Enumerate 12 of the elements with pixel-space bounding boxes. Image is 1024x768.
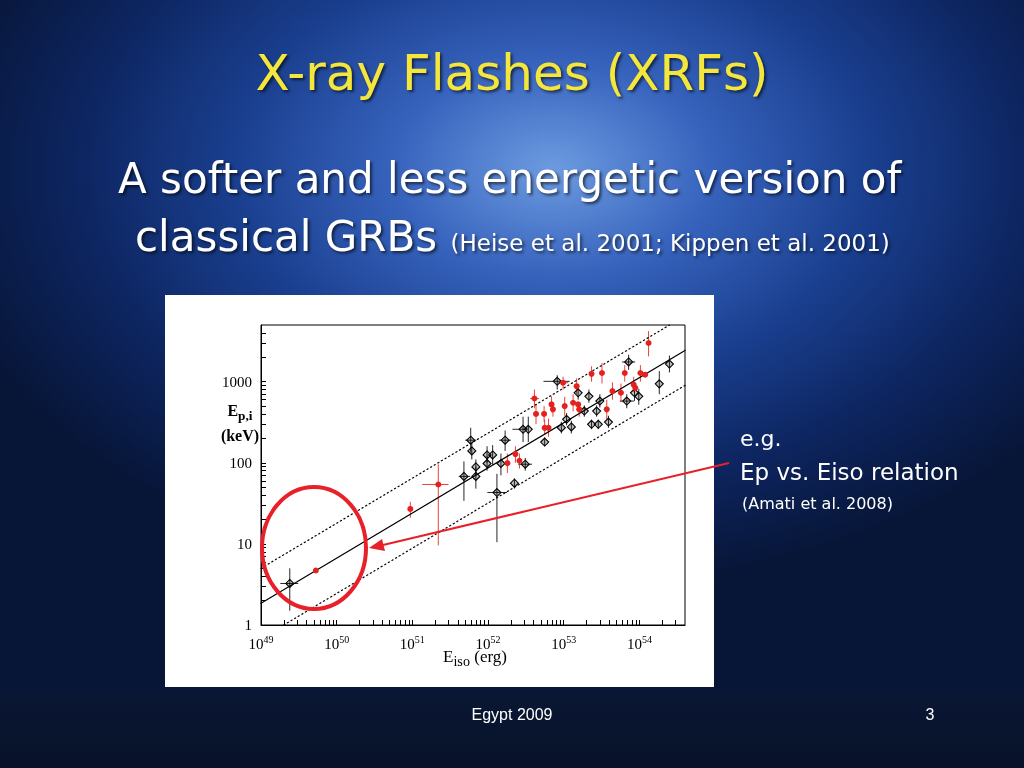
chart-title: X-ray Flashes (XRFs) (254, 44, 770, 102)
y-tick-label: 1 (244, 617, 252, 633)
chart-subtitle: A softer and less energetic version of classical GRBs (Heise et al. 2001; Kippen et al. 2001) (118, 153, 903, 263)
y-tick-label: 100 (229, 454, 252, 471)
text: 3 (924, 706, 936, 724)
text: Egypt 2009 (470, 706, 554, 724)
y-tick-label: 1000 (222, 373, 252, 390)
text: e.g. (740, 426, 782, 451)
text: Ep vs. Eiso relation (740, 459, 959, 485)
text: (Amati et al. 2008) (742, 494, 893, 513)
y-axis-title: E$_{p,i}$ (keV) (219, 401, 261, 447)
y-tick-label: 10 (237, 535, 252, 552)
